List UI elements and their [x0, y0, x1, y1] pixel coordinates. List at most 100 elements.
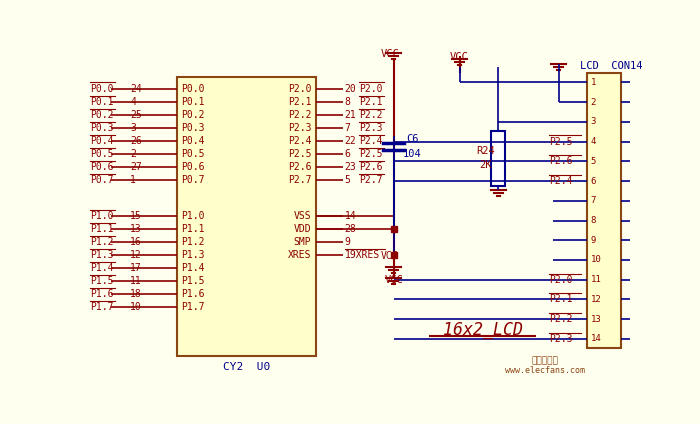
Text: 15: 15 [130, 211, 142, 220]
Text: 5: 5 [345, 175, 351, 185]
Text: 4: 4 [591, 137, 596, 146]
Text: 10: 10 [130, 302, 142, 312]
Text: 26: 26 [130, 136, 142, 146]
Text: P0.2: P0.2 [181, 110, 205, 120]
Text: SMP: SMP [294, 237, 312, 247]
Text: P0.6: P0.6 [90, 162, 113, 172]
Text: 12: 12 [130, 250, 142, 260]
Text: R24: R24 [477, 146, 496, 156]
Text: P0.2: P0.2 [90, 110, 113, 120]
Text: 11: 11 [130, 276, 142, 286]
Text: P2.1: P2.1 [358, 97, 382, 107]
Text: P2.4: P2.4 [549, 176, 572, 186]
Text: P1.6: P1.6 [90, 289, 113, 299]
Text: P1.6: P1.6 [181, 289, 205, 299]
Text: 8: 8 [591, 216, 596, 225]
Text: P2.0: P2.0 [358, 84, 382, 94]
Text: P1.0: P1.0 [181, 211, 205, 220]
Text: 10: 10 [591, 256, 601, 265]
Text: 13: 13 [130, 224, 142, 234]
Text: 9: 9 [591, 236, 596, 245]
Text: 8: 8 [345, 97, 351, 107]
Text: 2: 2 [591, 98, 596, 107]
Text: 24: 24 [130, 84, 142, 94]
Text: 14: 14 [345, 211, 356, 220]
Text: P0.4: P0.4 [181, 136, 205, 146]
Text: 21: 21 [345, 110, 356, 120]
Text: 19XRES: 19XRES [345, 250, 380, 260]
Text: 18: 18 [130, 289, 142, 299]
Text: P2.2: P2.2 [358, 110, 382, 120]
Text: 6: 6 [345, 149, 351, 159]
Text: 7: 7 [591, 196, 596, 205]
Text: P2.6: P2.6 [288, 162, 312, 172]
Text: C6: C6 [406, 134, 419, 144]
Text: 电子发烧友: 电子发烧友 [531, 356, 558, 365]
Text: 16x2_LCD: 16x2_LCD [442, 321, 523, 339]
Text: P0.0: P0.0 [90, 84, 113, 94]
Text: 20: 20 [345, 84, 356, 94]
Text: P2.3: P2.3 [358, 123, 382, 133]
Text: 6: 6 [591, 176, 596, 186]
Text: 17: 17 [130, 263, 142, 273]
Text: 4: 4 [130, 97, 136, 107]
Text: P0.3: P0.3 [90, 123, 113, 133]
Text: 2: 2 [130, 149, 136, 159]
Bar [491, 131, 505, 187]
Text: 25: 25 [130, 110, 142, 120]
Text: 1: 1 [591, 78, 596, 87]
Text: P2.5: P2.5 [549, 137, 572, 147]
Text: VCC: VCC [380, 49, 399, 59]
Text: P1.0: P1.0 [90, 211, 113, 220]
Text: 3: 3 [591, 117, 596, 126]
Text: 1: 1 [130, 175, 136, 185]
Text: P0.5: P0.5 [90, 149, 113, 159]
Bar [176, 77, 316, 356]
Text: VCC: VCC [381, 251, 398, 261]
Text: P2.3: P2.3 [288, 123, 312, 133]
Text: P1.3: P1.3 [90, 250, 113, 260]
Text: 12: 12 [591, 295, 601, 304]
Text: P0.1: P0.1 [90, 97, 113, 107]
Text: P1.7: P1.7 [90, 302, 113, 312]
Text: 3: 3 [130, 123, 136, 133]
Text: P0.5: P0.5 [181, 149, 205, 159]
Text: P2.7: P2.7 [288, 175, 312, 185]
Text: P2.0: P2.0 [549, 275, 572, 285]
Text: VSS: VSS [294, 211, 312, 220]
Text: P2.7: P2.7 [358, 175, 382, 185]
Text: XRES: XRES [288, 250, 312, 260]
Text: P2.1: P2.1 [549, 294, 572, 304]
Text: P1.5: P1.5 [181, 276, 205, 286]
Text: 27: 27 [130, 162, 142, 172]
Text: P1.5: P1.5 [90, 276, 113, 286]
Text: P1.7: P1.7 [181, 302, 205, 312]
Text: 23: 23 [345, 162, 356, 172]
Text: 13: 13 [591, 315, 601, 324]
Text: P2.2: P2.2 [549, 314, 572, 324]
Text: P0.1: P0.1 [181, 97, 205, 107]
Text: 2K: 2K [480, 160, 492, 170]
Text: P0.7: P0.7 [90, 175, 113, 185]
Text: P1.1: P1.1 [90, 224, 113, 234]
Text: P1.2: P1.2 [90, 237, 113, 247]
Text: P0.4: P0.4 [90, 136, 113, 146]
Bar [587, 73, 621, 348]
Text: 104: 104 [403, 149, 421, 159]
Text: P2.0: P2.0 [288, 84, 312, 94]
Text: P1.3: P1.3 [181, 250, 205, 260]
Text: P1.4: P1.4 [181, 263, 205, 273]
Text: 5: 5 [591, 157, 596, 166]
Text: LCD  CON14: LCD CON14 [580, 61, 642, 70]
Text: P2.4: P2.4 [288, 136, 312, 146]
Text: VCC: VCC [384, 275, 403, 285]
Text: 28: 28 [345, 224, 356, 234]
Text: P1.1: P1.1 [181, 224, 205, 234]
Text: 22: 22 [345, 136, 356, 146]
Text: P0.7: P0.7 [181, 175, 205, 185]
Text: 9: 9 [345, 237, 351, 247]
Text: P2.2: P2.2 [288, 110, 312, 120]
Text: P2.3: P2.3 [549, 334, 572, 344]
Text: P2.5: P2.5 [358, 149, 382, 159]
Text: 16: 16 [130, 237, 142, 247]
